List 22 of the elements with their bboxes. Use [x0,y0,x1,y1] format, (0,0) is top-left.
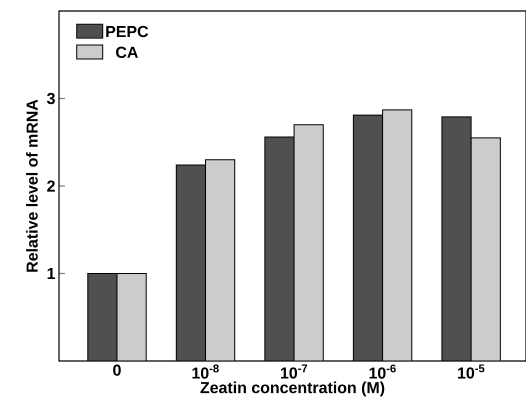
legend-label: PEPC [106,26,148,38]
bar [382,110,412,361]
bar [294,124,324,361]
x-tick-label: 10$^{-8}$ [192,364,219,379]
bar [176,164,206,361]
x-tick-label: 10$^{-6}$ [370,364,396,379]
legend-label: CA [116,46,138,58]
x-axis-title: Zeatin concentration (M) [200,382,384,396]
bar [88,274,117,361]
bar [441,116,472,361]
x-tick-label: 10$^{-5}$ [458,364,484,379]
bar [470,137,501,361]
x-tick-label: 0 [113,364,121,376]
y-tick-label: 3 [46,92,55,104]
x-tick-label: 10$^{-7}$ [280,364,308,379]
bar [353,115,383,361]
y-axis-title: Relative level of mRNA [26,100,38,272]
y-tick-label: 1 [48,268,56,279]
bar [264,136,294,361]
y-tick-label: 2 [47,180,55,192]
bar [206,160,235,361]
bar [116,274,146,361]
